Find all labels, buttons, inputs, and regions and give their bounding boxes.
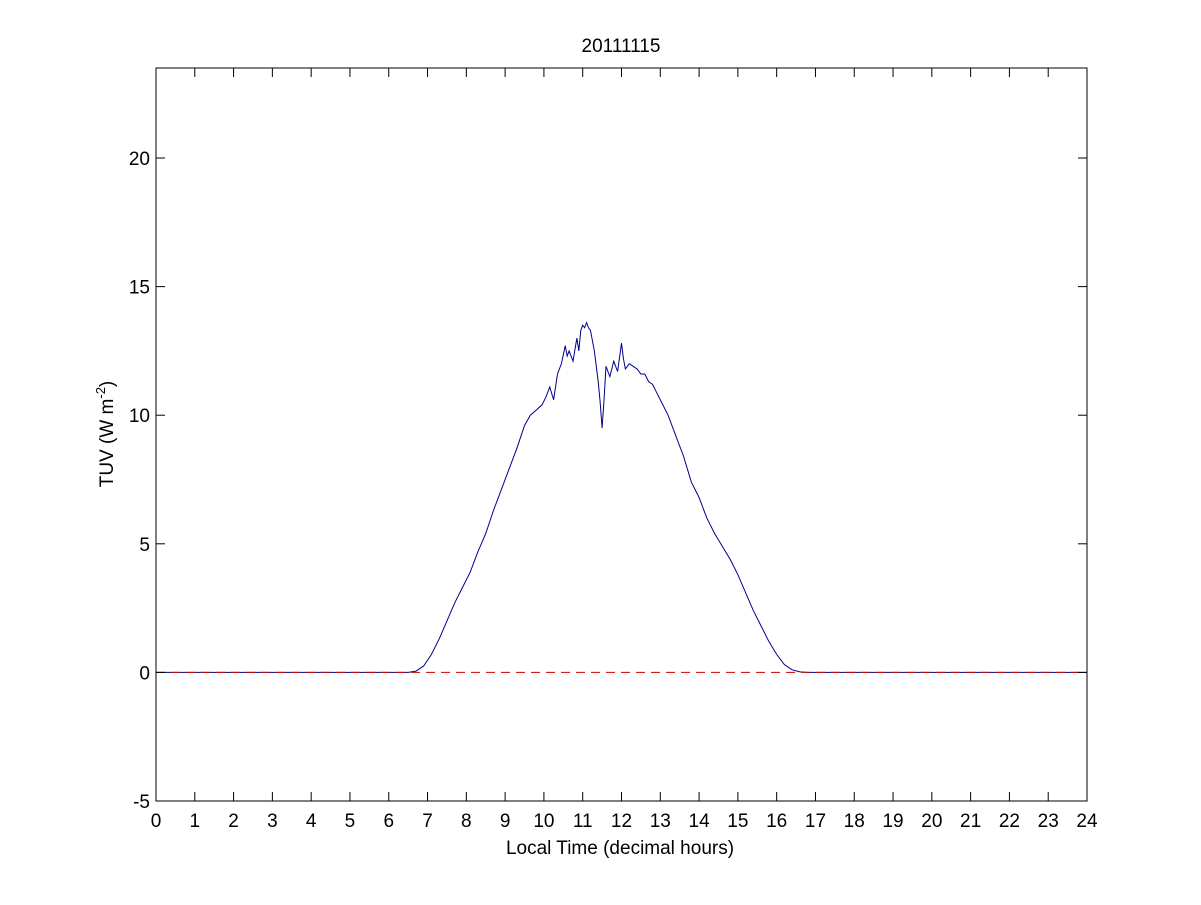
x-tick-label: 5: [345, 811, 356, 832]
y-axis: -5 0 5 10 15 20: [129, 149, 1087, 813]
y-axis-label-main: TUV (W m: [97, 399, 118, 488]
plot-area: [156, 68, 1087, 801]
y-tick-label: 10: [129, 406, 150, 427]
x-tick-label: 14: [689, 811, 711, 832]
x-tick-label: 22: [999, 811, 1020, 832]
y-tick-label: 20: [129, 149, 150, 170]
x-tick-label: 1: [190, 811, 201, 832]
y-axis-label-sup: -2: [93, 387, 108, 399]
x-tick-label: 20: [921, 811, 942, 832]
series-layer: [156, 321, 1087, 673]
series-line-1: [156, 321, 1087, 673]
y-tick-label: -5: [133, 792, 150, 813]
y-tick-label: 0: [139, 663, 150, 684]
x-tick-label: 15: [727, 811, 748, 832]
x-tick-label: 4: [306, 811, 317, 832]
x-tick-label: 18: [844, 811, 865, 832]
y-tick-label: 15: [129, 278, 150, 299]
x-axis: 0 1 2 3 4 5 6 7 8 9 10 11 12 13 14 15 16 17 18 19 20 21 22 23 24: [151, 68, 1098, 832]
x-tick-label: 24: [1076, 811, 1098, 832]
x-tick-label: 23: [1038, 811, 1059, 832]
x-tick-label: 8: [461, 811, 472, 832]
x-tick-label: 2: [228, 811, 239, 832]
chart-title: 20111115: [582, 36, 661, 57]
x-tick-label: 13: [650, 811, 671, 832]
x-tick-label: 16: [766, 811, 787, 832]
x-axis-label: Local Time (decimal hours): [506, 838, 734, 859]
x-tick-label: 7: [422, 811, 433, 832]
x-tick-label: 12: [611, 811, 632, 832]
x-tick-label: 11: [573, 811, 593, 832]
x-tick-label: 21: [960, 811, 981, 832]
x-tick-label: 3: [267, 811, 278, 832]
x-tick-label: 6: [383, 811, 394, 832]
y-axis-label-close: ): [97, 381, 118, 387]
y-tick-label: 5: [139, 535, 150, 556]
x-tick-label: 9: [500, 811, 511, 832]
y-axis-label: TUV (W m-2): [93, 381, 118, 488]
x-tick-label: 10: [533, 811, 554, 832]
x-tick-label: 17: [805, 811, 826, 832]
x-tick-label: 19: [882, 811, 903, 832]
x-tick-label: 0: [151, 811, 162, 832]
